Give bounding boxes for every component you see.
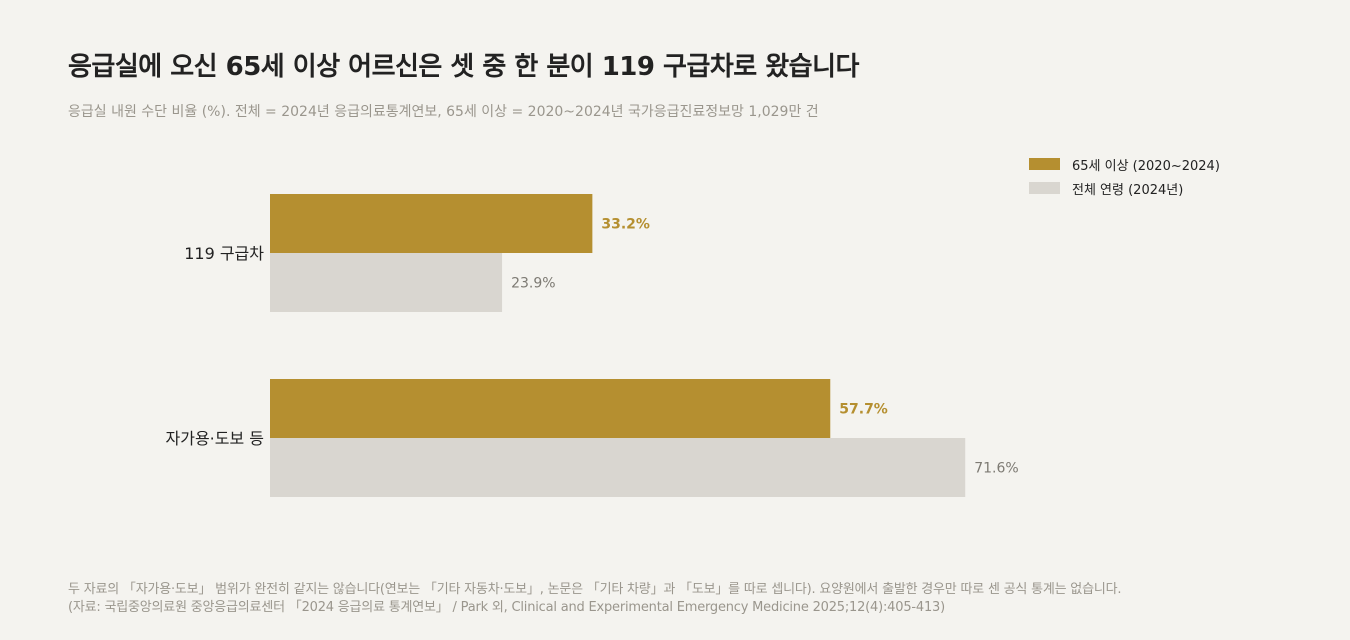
bar-seniors-ambulance [270, 194, 593, 253]
legend: 65세 이상 (2020~2024) 전체 연령 (2024년) [1029, 152, 1220, 200]
bar-all-ages-car-walk [270, 438, 966, 497]
footnote-scope: 두 자료의 「자가용·도보」 범위가 완전히 같지는 않습니다(연보는 「기타 … [68, 582, 1122, 597]
legend-swatch-all-ages [1029, 182, 1060, 194]
bar-all-ages-ambulance [270, 253, 503, 312]
bar-seniors-car-walk [270, 379, 831, 438]
data-label-all-ages-car-walk: 71.6% [974, 461, 1018, 477]
data-label-seniors-ambulance: 33.2% [601, 217, 650, 233]
data-label-seniors-car-walk: 57.7% [839, 402, 888, 418]
category-label-car-walk: 자가용·도보 등 [166, 429, 265, 448]
chart-subtitle: 응급실 내원 수단 비율 (%). 전체 = 2024년 응급의료통계연보, 6… [68, 104, 819, 120]
legend-item-seniors: 65세 이상 (2020~2024) [1029, 152, 1220, 176]
legend-label-seniors: 65세 이상 (2020~2024) [1072, 158, 1220, 174]
chart-title: 응급실에 오신 65세 이상 어르신은 셋 중 한 분이 119 구급차로 왔습… [68, 52, 859, 82]
legend-item-all-ages: 전체 연령 (2024년) [1029, 176, 1220, 200]
legend-label-all-ages: 전체 연령 (2024년) [1072, 182, 1184, 198]
footnote-source: (자료: 국립중앙의료원 중앙응급의료센터 「2024 응급의료 통계연보」 /… [68, 600, 945, 615]
legend-swatch-seniors [1029, 158, 1060, 170]
data-label-all-ages-ambulance: 23.9% [511, 276, 555, 292]
category-label-ambulance: 119 구급차 [184, 244, 264, 263]
